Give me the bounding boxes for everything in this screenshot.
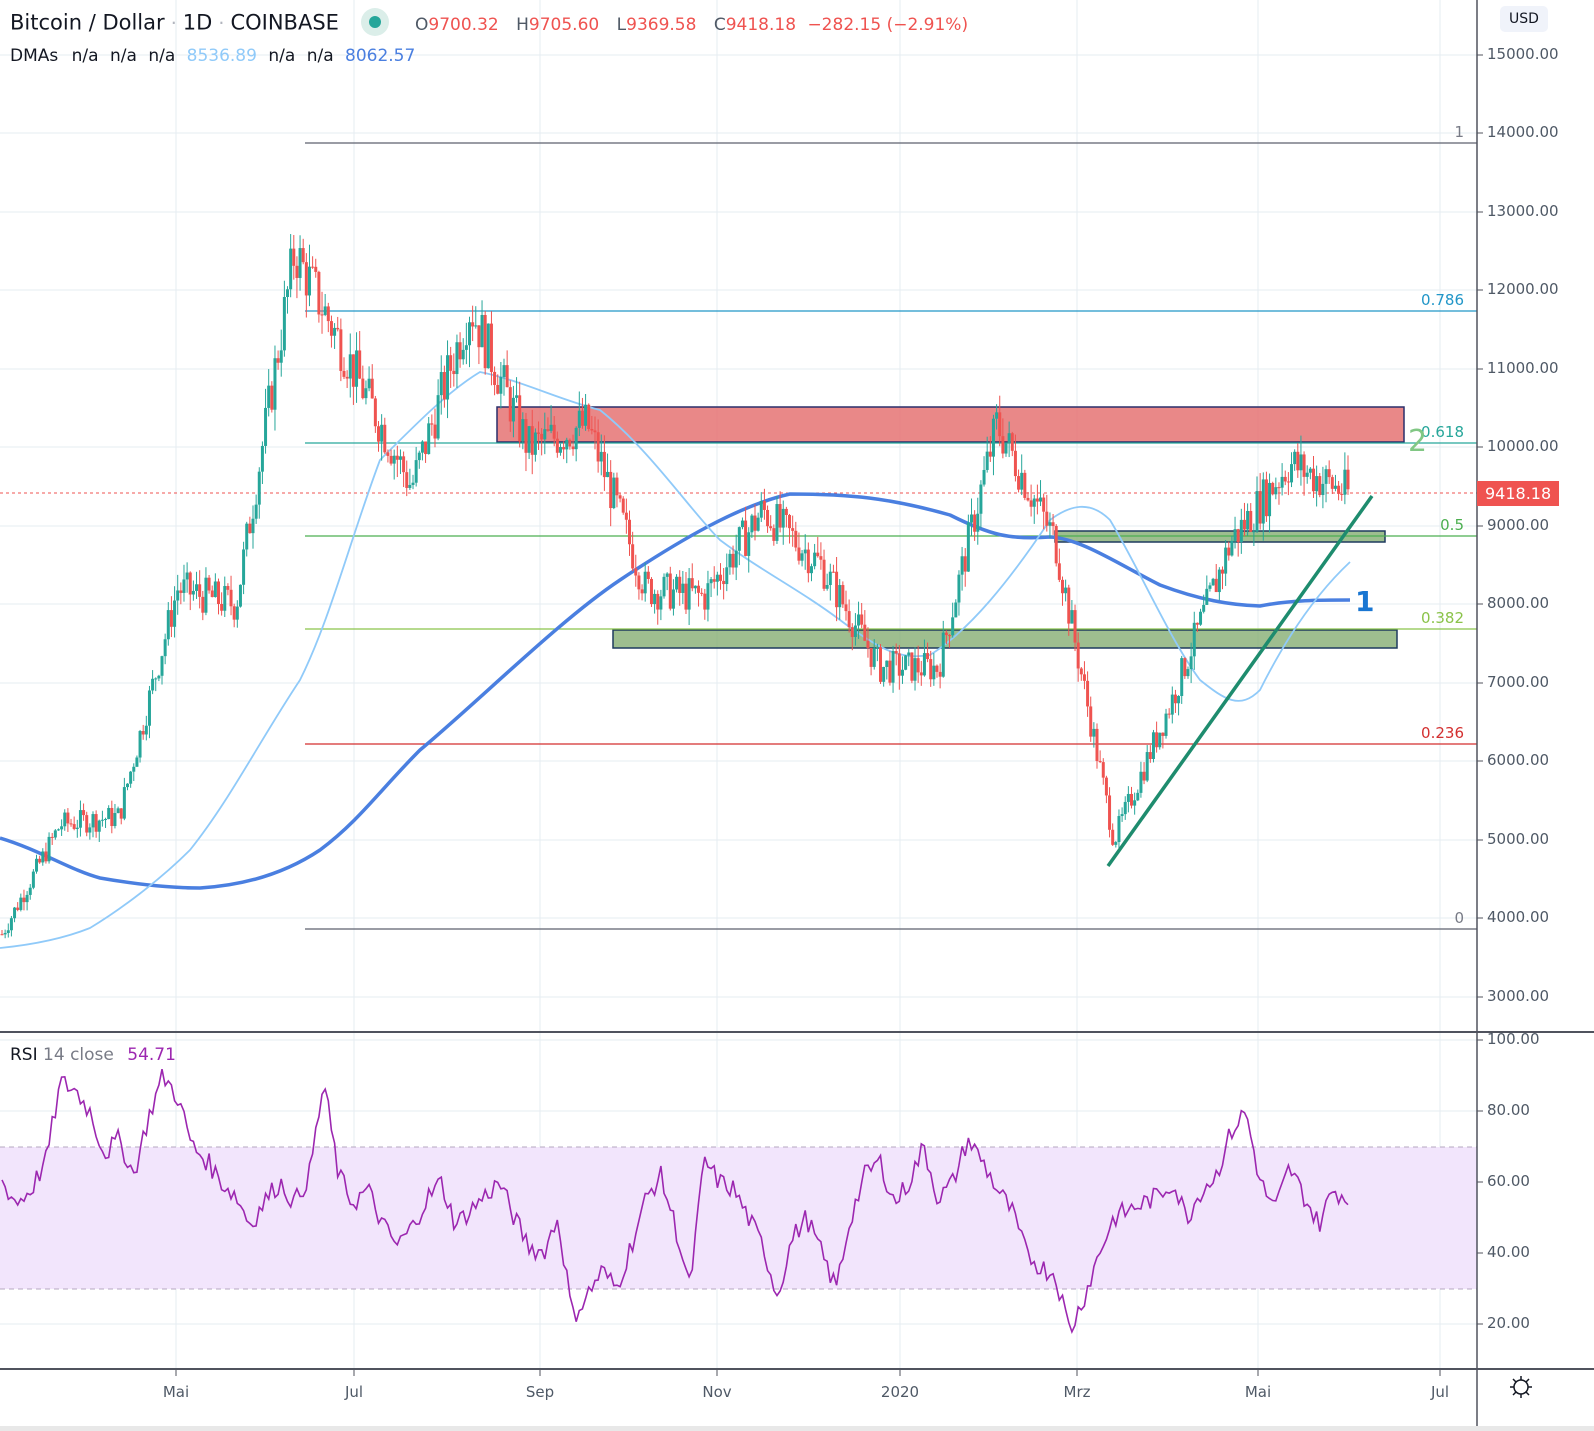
grid-vertical xyxy=(175,0,1441,1370)
rsi-line xyxy=(1,1069,1349,1335)
time-tick: Sep xyxy=(525,1383,555,1401)
dma-200-line xyxy=(0,492,1351,890)
fibonacci-retracement[interactable] xyxy=(305,142,1477,930)
close-label: C xyxy=(713,14,726,35)
dma-slow-value: 8062.57 xyxy=(345,46,416,66)
settings-gear-icon[interactable] xyxy=(1508,1374,1534,1400)
price-tick: 12000.00 xyxy=(1487,280,1559,298)
price-tick: 6000.00 xyxy=(1487,751,1550,769)
currency-button[interactable]: USD xyxy=(1500,6,1548,32)
open-value: 9700.32 xyxy=(428,14,499,35)
resistance-zone[interactable] xyxy=(496,406,1405,443)
price-tick: 7000.00 xyxy=(1487,673,1550,691)
low-label: L xyxy=(616,14,627,35)
change-value: −282.15 (−2.91%) xyxy=(807,14,969,35)
price-tick: 9000.00 xyxy=(1487,516,1550,534)
interval[interactable]: 1D xyxy=(182,10,213,35)
rsi-tick: 60.00 xyxy=(1487,1172,1530,1190)
ohlc-values: O9700.32 H9705.60 L9369.58 C9418.18 −282… xyxy=(415,15,980,35)
rsi-tick: 40.00 xyxy=(1487,1243,1530,1261)
high-label: H xyxy=(516,14,529,35)
rsi-tick: 100.00 xyxy=(1487,1030,1540,1048)
price-tick: 11000.00 xyxy=(1487,359,1559,377)
rsi-value: 54.71 xyxy=(127,1045,176,1065)
fib-label-0: 0 xyxy=(1454,909,1464,927)
fib-label-0618: 0.618 xyxy=(1421,423,1464,441)
time-tick: 2020 xyxy=(880,1383,920,1401)
separator: · xyxy=(170,12,177,35)
exchange: COINBASE xyxy=(230,10,339,35)
wave-label-1[interactable]: 1 xyxy=(1355,585,1375,618)
price-tick: 14000.00 xyxy=(1487,123,1559,141)
dma-legend[interactable]: DMAs n/a n/a n/a 8536.89 n/a n/a 8062.57 xyxy=(10,46,421,66)
fib-label-0786: 0.786 xyxy=(1421,291,1464,309)
close-value: 9418.18 xyxy=(725,14,797,35)
high-value: 9705.60 xyxy=(528,14,600,35)
rsi-tick: 80.00 xyxy=(1487,1101,1530,1119)
dma-label: DMAs xyxy=(10,46,59,66)
dma-fast-value: 8536.89 xyxy=(186,46,257,66)
support-zone-lower[interactable] xyxy=(612,629,1398,649)
price-tick: 8000.00 xyxy=(1487,594,1550,612)
price-tick: 15000.00 xyxy=(1487,45,1559,63)
time-tick: Mai xyxy=(162,1383,190,1401)
price-candles xyxy=(0,234,1350,939)
separator: · xyxy=(218,12,225,35)
fib-label-0236: 0.236 xyxy=(1421,724,1464,742)
fib-label-0382: 0.382 xyxy=(1421,609,1464,627)
rsi-label: RSI xyxy=(10,1045,38,1065)
symbol-name[interactable]: Bitcoin / Dollar xyxy=(10,10,165,35)
rsi-params: 14 close xyxy=(43,1045,114,1065)
last-price-badge: 9418.18 xyxy=(1477,481,1559,506)
dma-value: n/a xyxy=(148,46,176,66)
fib-label-1: 1 xyxy=(1454,123,1464,141)
low-value: 9369.58 xyxy=(626,14,697,35)
price-tick: 10000.00 xyxy=(1487,437,1559,455)
dma-value: n/a xyxy=(268,46,296,66)
time-tick: Mrz xyxy=(1063,1383,1091,1401)
rsi-legend[interactable]: RSI 14 close 54.71 xyxy=(10,1045,176,1065)
wave-label-2[interactable]: 2 xyxy=(1408,424,1428,459)
dma-fast-line xyxy=(0,371,1351,949)
time-tick: Jul xyxy=(1430,1383,1450,1401)
trendline[interactable] xyxy=(1106,494,1374,868)
price-tick: 3000.00 xyxy=(1487,987,1550,1005)
price-tick: 4000.00 xyxy=(1487,908,1550,926)
symbol-legend[interactable]: Bitcoin / Dollar · 1D · COINBASE O9700.3… xyxy=(10,8,980,38)
market-status-icon[interactable] xyxy=(360,8,389,36)
rsi-tick: 20.00 xyxy=(1487,1314,1530,1332)
fib-label-05: 0.5 xyxy=(1440,516,1464,534)
axis-ticks xyxy=(175,54,1483,1376)
price-tick: 5000.00 xyxy=(1487,830,1550,848)
bottom-edge xyxy=(0,1426,1594,1431)
open-label: O xyxy=(415,14,429,35)
grid-horizontal xyxy=(0,54,1477,1325)
time-tick: Nov xyxy=(702,1383,732,1401)
time-tick: Jul xyxy=(344,1383,364,1401)
dma-value: n/a xyxy=(109,46,137,66)
price-tick: 13000.00 xyxy=(1487,202,1559,220)
time-tick: Mai xyxy=(1244,1383,1272,1401)
dma-value: n/a xyxy=(71,46,99,66)
dma-value: n/a xyxy=(306,46,334,66)
